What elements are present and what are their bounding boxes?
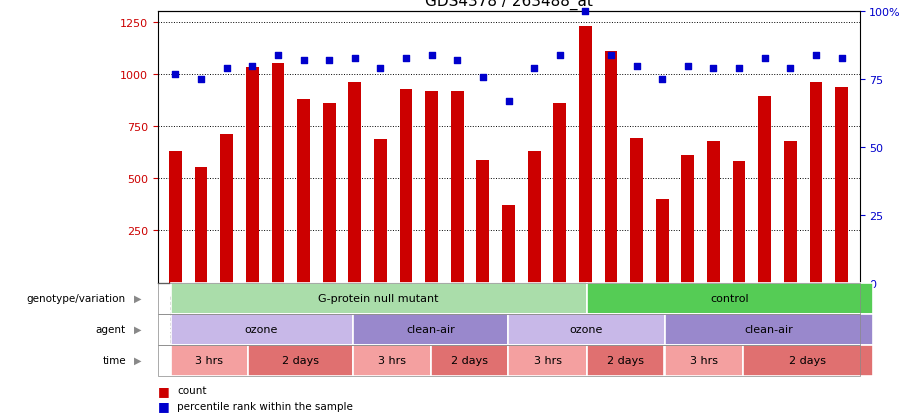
Point: [706, 66, 721, 73]
Point: [732, 66, 746, 73]
Point: [425, 52, 439, 59]
Point: [271, 52, 285, 59]
Text: ozone: ozone: [570, 324, 603, 335]
Text: ▶: ▶: [134, 355, 141, 366]
Point: [526, 66, 541, 73]
Bar: [272, 63, 284, 283]
Bar: [681, 156, 694, 283]
Bar: [476, 160, 490, 283]
Text: ▶: ▶: [134, 293, 141, 304]
Bar: [297, 100, 310, 283]
Bar: [348, 83, 361, 283]
Text: time: time: [103, 355, 126, 366]
Bar: [733, 161, 745, 283]
Point: [834, 55, 849, 62]
Text: ■: ■: [158, 384, 169, 397]
Text: 2 days: 2 days: [789, 355, 826, 366]
Text: ▶: ▶: [134, 324, 141, 335]
Bar: [579, 27, 592, 283]
Point: [347, 55, 362, 62]
Title: GDS4378 / 263488_at: GDS4378 / 263488_at: [425, 0, 592, 9]
Text: clean-air: clean-air: [744, 324, 793, 335]
Point: [168, 71, 183, 78]
Bar: [784, 141, 796, 283]
Point: [450, 58, 464, 64]
Bar: [451, 91, 464, 283]
Bar: [169, 152, 182, 283]
Bar: [502, 206, 515, 283]
Point: [758, 55, 772, 62]
Text: 3 hrs: 3 hrs: [377, 355, 406, 366]
Text: genotype/variation: genotype/variation: [27, 293, 126, 304]
Text: 3 hrs: 3 hrs: [534, 355, 562, 366]
Bar: [194, 167, 208, 283]
Bar: [323, 104, 336, 283]
Text: 2 days: 2 days: [451, 355, 488, 366]
Text: clean-air: clean-air: [406, 324, 454, 335]
Bar: [630, 138, 643, 283]
Bar: [400, 89, 412, 283]
Point: [322, 58, 337, 64]
Point: [399, 55, 413, 62]
Bar: [809, 83, 823, 283]
Bar: [605, 52, 617, 283]
Text: G-protein null mutant: G-protein null mutant: [319, 293, 439, 304]
Point: [476, 74, 491, 81]
Point: [578, 9, 592, 16]
Text: control: control: [710, 293, 749, 304]
Text: ■: ■: [158, 399, 169, 412]
Point: [809, 52, 824, 59]
Text: 2 days: 2 days: [282, 355, 319, 366]
Point: [220, 66, 234, 73]
Text: 3 hrs: 3 hrs: [689, 355, 717, 366]
Bar: [656, 199, 669, 283]
Text: agent: agent: [96, 324, 126, 335]
Point: [655, 77, 670, 83]
Bar: [527, 152, 541, 283]
Bar: [425, 91, 438, 283]
Bar: [759, 97, 771, 283]
Text: percentile rank within the sample: percentile rank within the sample: [177, 401, 353, 411]
Text: ozone: ozone: [245, 324, 278, 335]
Point: [553, 52, 567, 59]
Text: count: count: [177, 385, 207, 395]
Point: [680, 63, 695, 70]
Point: [374, 66, 388, 73]
Bar: [220, 135, 233, 283]
Text: 2 days: 2 days: [607, 355, 644, 366]
Point: [245, 63, 259, 70]
Point: [629, 63, 643, 70]
Bar: [707, 141, 720, 283]
Point: [783, 66, 797, 73]
Bar: [246, 68, 258, 283]
Point: [604, 52, 618, 59]
Bar: [835, 87, 848, 283]
Bar: [554, 104, 566, 283]
Text: 3 hrs: 3 hrs: [195, 355, 223, 366]
Bar: [374, 139, 387, 283]
Point: [194, 77, 208, 83]
Point: [296, 58, 310, 64]
Point: [501, 98, 516, 105]
